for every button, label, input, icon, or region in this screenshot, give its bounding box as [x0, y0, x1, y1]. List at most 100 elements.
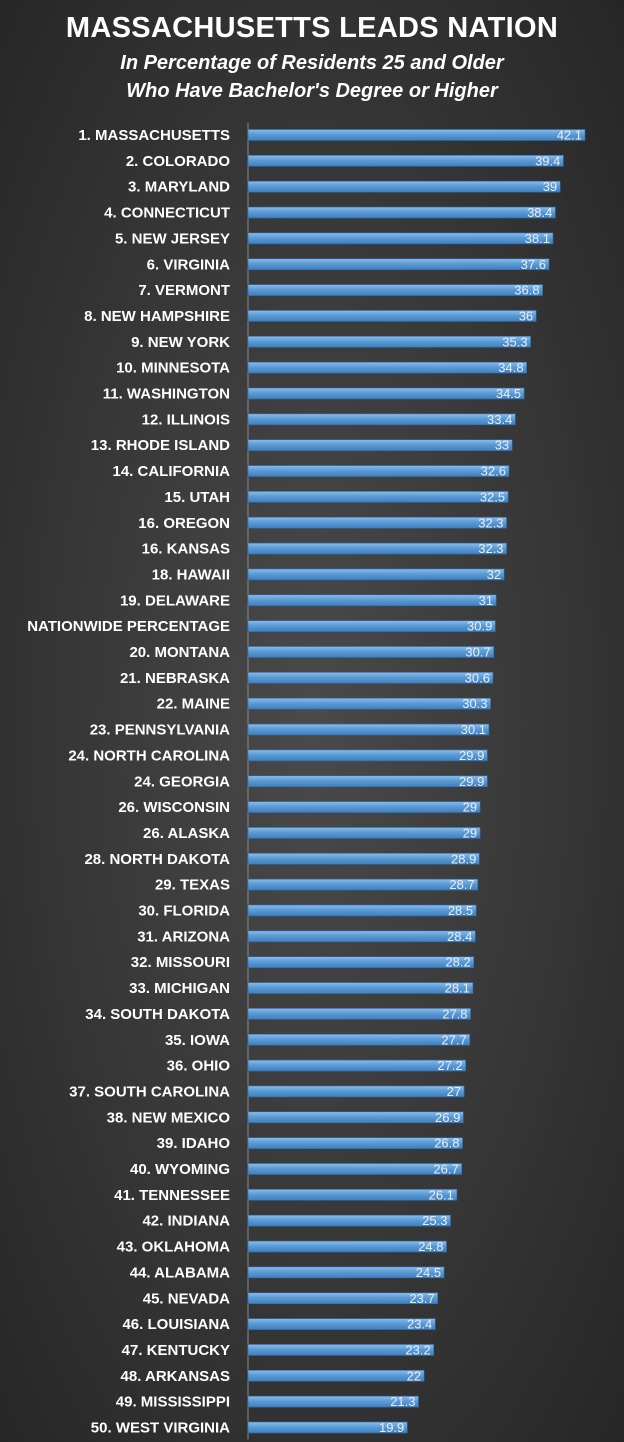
bar [247, 1111, 464, 1124]
bar [247, 1189, 458, 1201]
category-label: 23. PENNSYLVANIA [90, 722, 230, 739]
category-label: 9. NEW YORK [131, 334, 230, 351]
category-label: 33. MICHIGAN [129, 980, 230, 997]
value-label: 22 [407, 1368, 421, 1383]
category-label: 47. KENTUCKY [122, 1342, 230, 1359]
bar [247, 1059, 467, 1072]
bar [247, 206, 556, 219]
category-label: 31. ARIZONA [137, 928, 230, 945]
value-label: 32 [487, 567, 501, 582]
value-label: 36.8 [514, 283, 539, 298]
value-label: 21.3 [390, 1394, 415, 1409]
category-label: 50. WEST VIRGINIA [91, 1420, 230, 1437]
bar [247, 775, 488, 788]
category-label: 10. MINNESOTA [116, 360, 230, 377]
bar [247, 1240, 447, 1253]
bar [247, 904, 477, 917]
category-label: 26. ALASKA [143, 825, 230, 842]
value-label: 32.3 [478, 515, 503, 530]
value-label: 35.3 [502, 334, 527, 349]
value-label: 28.5 [448, 903, 473, 918]
bar [247, 284, 543, 296]
value-label: 19.9 [379, 1420, 404, 1435]
category-label: 15. UTAH [164, 489, 230, 506]
category-label: 3. MARYLAND [128, 179, 230, 196]
value-label: 27 [447, 1084, 461, 1099]
category-label: 20. MONTANA [129, 644, 230, 661]
bar [247, 930, 476, 943]
value-label: 34.8 [498, 360, 523, 375]
bar [247, 491, 509, 503]
bar [247, 594, 497, 607]
value-label: 28.9 [451, 851, 476, 866]
category-label: 7. VERMONT [138, 282, 230, 299]
bar [247, 827, 481, 839]
bar [247, 646, 495, 658]
category-label: 38. NEW MEXICO [107, 1109, 231, 1126]
value-label: 42.1 [557, 128, 582, 143]
category-label: 19. DELAWARE [120, 592, 230, 609]
category-label: 22. MAINE [157, 696, 230, 713]
value-label: 28.7 [449, 877, 474, 892]
category-label: 32. MISSOURI [131, 954, 230, 971]
bar [247, 723, 490, 736]
value-label: 27.7 [441, 1032, 466, 1047]
category-label: 39. IDAHO [157, 1135, 231, 1152]
bar [247, 878, 479, 891]
value-label: 29 [463, 800, 477, 815]
bar [247, 1344, 435, 1356]
bar [247, 129, 586, 141]
bar [247, 749, 488, 762]
value-label: 30.3 [462, 696, 487, 711]
value-label: 28.4 [447, 929, 472, 944]
bar [247, 620, 496, 632]
category-label: 12. ILLINOIS [142, 411, 230, 428]
chart-title: MASSACHUSETTS LEADS NATION [65, 12, 559, 44]
value-label: 33 [495, 438, 509, 453]
value-label: 28.2 [445, 955, 470, 970]
category-label: 41. TENNESSEE [114, 1187, 230, 1204]
category-label: 6. VIRGINIA [147, 256, 231, 273]
category-label: 21. NEBRASKA [120, 670, 230, 687]
category-label: 29. TEXAS [155, 877, 230, 894]
bar [247, 439, 513, 452]
value-label: 32.5 [480, 489, 505, 504]
bar [247, 697, 491, 710]
bar [247, 155, 564, 167]
category-label: 5. NEW JERSEY [115, 230, 230, 247]
category-label: 30. FLORIDA [138, 903, 230, 920]
value-label: 39.4 [535, 153, 560, 168]
bar [247, 542, 507, 555]
bar [247, 335, 531, 348]
category-label: 4. CONNECTICUT [104, 205, 230, 222]
bar [247, 180, 561, 193]
chart-subtitle-line-1: In Percentage of Residents 25 and Older [120, 52, 504, 74]
bar [247, 568, 505, 581]
value-label: 25.3 [422, 1213, 447, 1228]
value-label: 39 [543, 179, 557, 194]
value-label: 29 [463, 825, 477, 840]
bar [247, 1421, 408, 1434]
category-label: 43. OKLAHOMA [117, 1239, 231, 1256]
value-label: 38.4 [527, 205, 552, 220]
category-label: 13. RHODE ISLAND [91, 437, 230, 454]
bar [247, 310, 537, 322]
category-label: 24. NORTH CAROLINA [68, 747, 230, 764]
value-label: 37.6 [521, 257, 546, 272]
bar [247, 1137, 463, 1149]
category-label: 40. WYOMING [130, 1161, 230, 1178]
value-label: 27.8 [442, 1006, 467, 1021]
category-label: 46. LOUISIANA [122, 1316, 230, 1333]
value-label: 26.7 [433, 1162, 458, 1177]
bar [247, 413, 516, 426]
value-label: 23.7 [409, 1291, 434, 1306]
bar [247, 361, 527, 374]
bar [247, 982, 474, 994]
value-label: 36 [519, 308, 533, 323]
bar [247, 801, 481, 813]
chart-subtitle-line-2: Who Have Bachelor's Degree or Higher [126, 80, 498, 102]
category-label: 36. OHIO [167, 1058, 231, 1075]
value-label: 24.5 [416, 1265, 441, 1280]
value-label: 30.6 [465, 670, 490, 685]
bar [247, 852, 480, 865]
